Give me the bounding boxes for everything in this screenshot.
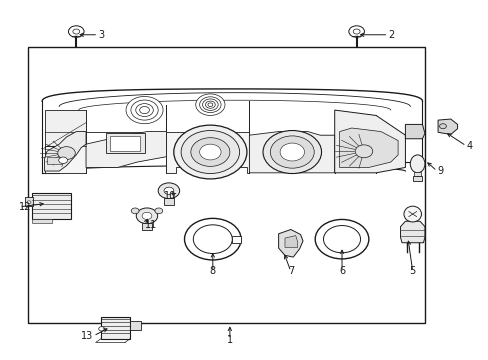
Circle shape — [173, 125, 246, 179]
Circle shape — [136, 208, 158, 224]
Bar — [105, 134, 144, 153]
Circle shape — [190, 138, 229, 166]
Bar — [412, 176, 422, 181]
Polygon shape — [44, 110, 86, 148]
Circle shape — [202, 99, 218, 111]
Circle shape — [193, 225, 232, 253]
Text: 8: 8 — [209, 266, 215, 276]
Circle shape — [126, 96, 163, 124]
Polygon shape — [405, 125, 424, 139]
Circle shape — [163, 187, 173, 194]
Circle shape — [184, 219, 241, 260]
Polygon shape — [334, 110, 405, 173]
Circle shape — [315, 220, 368, 259]
Polygon shape — [32, 220, 52, 223]
Polygon shape — [166, 132, 249, 173]
Bar — [413, 172, 420, 176]
Circle shape — [199, 97, 221, 113]
Polygon shape — [437, 119, 457, 134]
Text: 1: 1 — [226, 334, 232, 345]
Circle shape — [181, 131, 239, 174]
Circle shape — [352, 29, 359, 34]
Circle shape — [199, 144, 221, 160]
Polygon shape — [47, 157, 61, 164]
Circle shape — [354, 145, 372, 158]
Text: 12: 12 — [19, 202, 32, 212]
Polygon shape — [285, 235, 297, 247]
Circle shape — [348, 26, 364, 37]
Circle shape — [158, 183, 179, 199]
Text: 10: 10 — [163, 191, 176, 201]
Polygon shape — [278, 229, 303, 257]
Circle shape — [155, 208, 163, 214]
Circle shape — [280, 143, 304, 161]
Text: 11: 11 — [144, 220, 157, 230]
Ellipse shape — [409, 155, 424, 173]
Bar — [110, 136, 140, 150]
Circle shape — [323, 226, 360, 253]
Circle shape — [27, 201, 31, 204]
Circle shape — [143, 223, 151, 229]
Circle shape — [73, 29, 80, 34]
Polygon shape — [249, 132, 334, 173]
Polygon shape — [44, 132, 86, 171]
Ellipse shape — [403, 206, 421, 222]
Circle shape — [136, 104, 153, 117]
Text: 3: 3 — [98, 30, 104, 40]
Bar — [163, 198, 173, 205]
Bar — [32, 193, 71, 220]
Bar — [27, 47, 424, 323]
Circle shape — [99, 327, 104, 331]
Circle shape — [140, 107, 149, 114]
Bar — [130, 321, 141, 329]
Polygon shape — [86, 132, 166, 167]
Circle shape — [439, 124, 446, 129]
Bar — [101, 318, 130, 339]
Circle shape — [270, 136, 314, 168]
Polygon shape — [339, 128, 397, 167]
Text: 7: 7 — [287, 266, 293, 276]
Text: 2: 2 — [387, 30, 394, 40]
Bar — [142, 223, 152, 230]
Circle shape — [58, 147, 75, 159]
Circle shape — [68, 26, 84, 37]
Polygon shape — [232, 235, 241, 243]
Circle shape — [263, 131, 321, 174]
Circle shape — [142, 212, 152, 220]
Bar — [25, 197, 33, 206]
Text: 13: 13 — [81, 331, 93, 341]
Circle shape — [207, 103, 212, 107]
Polygon shape — [44, 132, 86, 173]
Circle shape — [131, 208, 139, 214]
Circle shape — [205, 101, 215, 108]
Text: 9: 9 — [436, 166, 442, 176]
Circle shape — [195, 94, 224, 116]
Circle shape — [59, 157, 67, 163]
Text: 5: 5 — [409, 266, 415, 276]
Text: 6: 6 — [338, 266, 345, 276]
Polygon shape — [400, 221, 424, 243]
Circle shape — [131, 100, 158, 120]
Text: 4: 4 — [466, 141, 471, 151]
